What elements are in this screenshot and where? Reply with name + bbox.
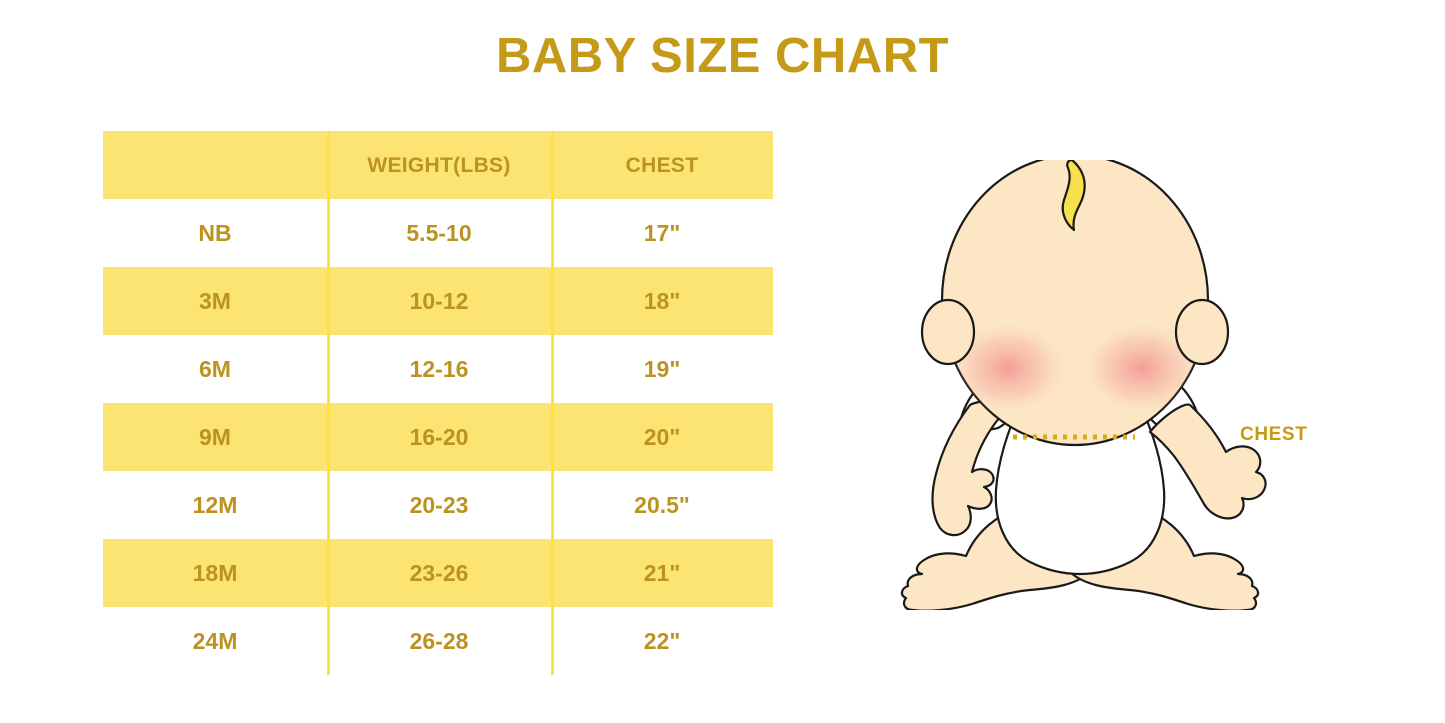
cell-weight: 5.5-10 [406,219,472,246]
cell-size: 12M [192,491,238,518]
column-header-weight: WEIGHT(LBS) [367,153,511,177]
cell-size: 9M [199,423,231,450]
page-title: BABY SIZE CHART [495,29,950,83]
table-row: 3M 10-12 18" [103,267,773,335]
table-row: 12M 20-23 20.5" [103,471,773,539]
cell-chest: 18" [643,287,681,314]
cell-size: 3M [199,287,231,314]
cell-chest: 17" [643,219,681,246]
cell-chest: 20" [643,423,681,450]
table-row: 9M 16-20 20" [103,403,773,471]
cell-weight: 20-23 [409,491,469,518]
cell-weight: 10-12 [409,287,469,314]
baby-ears [920,298,1230,366]
cell-weight: 16-20 [409,423,469,450]
table-row: 24M 26-28 22" [103,607,773,675]
cell-weight: 23-26 [409,559,469,586]
table-row: 18M 23-26 21" [103,539,773,607]
table-row: 6M 12-16 19" [103,335,773,403]
cell-weight: 26-28 [409,627,469,654]
cell-size: 6M [199,355,231,382]
cell-chest: 19" [643,355,681,382]
column-header-chest: CHEST [625,153,699,177]
column-divider-line [327,131,330,675]
cell-chest: 20.5" [634,491,690,518]
size-chart-table: WEIGHT(LBS) CHEST NB 5.5-10 17" 3M 10-12… [103,131,773,675]
baby-illustration [900,160,1267,610]
baby-hair-curl [1061,160,1086,232]
cell-weight: 12-16 [409,355,469,382]
cell-size: 18M [192,559,238,586]
cell-size: NB [198,219,232,246]
cell-chest: 21" [643,559,681,586]
baby-right-arm [1148,403,1267,520]
column-divider-line [551,131,554,675]
chest-label: CHEST [1240,424,1308,445]
cell-size: 24M [192,627,238,654]
table-row: NB 5.5-10 17" [103,199,773,267]
cell-chest: 22" [643,627,681,654]
table-header-row: WEIGHT(LBS) CHEST [103,131,773,199]
